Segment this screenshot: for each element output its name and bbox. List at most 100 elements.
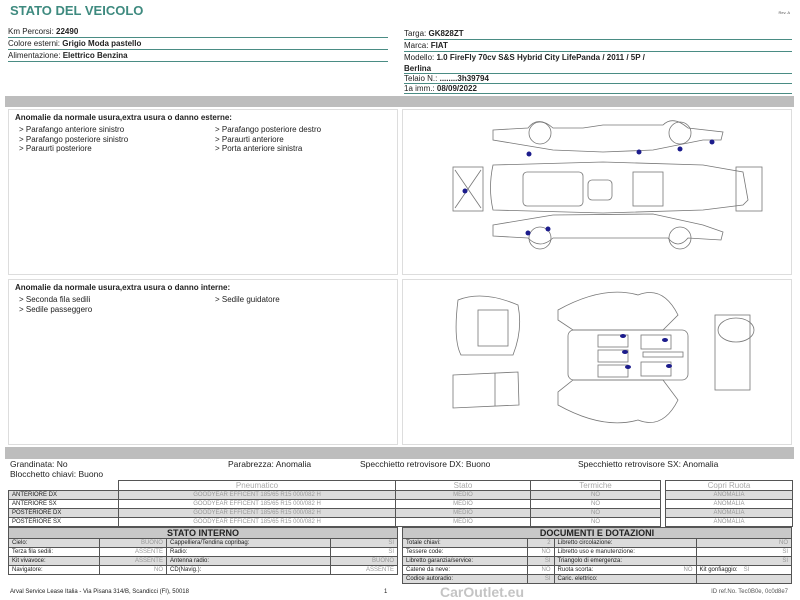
copri-ruota-value: ANOMALIA [665, 499, 793, 509]
item-label: Antenna radio: [165, 556, 332, 566]
info-modello: Modello: 1.0 FireFly 70cv S&S Hybrid Cit… [404, 52, 792, 64]
item-value: BUONO [330, 556, 398, 566]
documenti-row: Tessere code: NO Libretto uso e manutenzio… [402, 547, 793, 557]
label: Cappelliera/Tendina copribag: [169, 539, 250, 546]
tire-termiche: NO [530, 490, 661, 500]
damage-item: > Sedile passeggero [19, 304, 93, 314]
value: Grigio Moda pastello [62, 39, 142, 48]
tire-model: GOODYEAR EFFICENT 185/65 R15 000/082 H [118, 490, 396, 500]
header-termiche: Termiche [530, 480, 661, 491]
item-label: CD(Navig.): [165, 565, 332, 575]
copri-ruota-table: Copri Ruota ANOMALIA ANOMALIA ANOMALIA ANOM… [665, 480, 793, 527]
item-label: Totale chiavi: [402, 538, 528, 548]
header-stato: Stato [395, 480, 531, 491]
car-exterior-diagram [452, 120, 763, 250]
item-label: Caric. elettrico: [553, 574, 697, 584]
tire-termiche: NO [530, 508, 661, 518]
value: GK828ZT [428, 29, 464, 38]
label: Triangolo di emergenza: [557, 557, 623, 564]
documenti-row: Codice autoradio: SI Caric. elettrico: [402, 574, 793, 584]
item-label: Terza fila sedili: [7, 547, 101, 557]
documenti-title: DOCUMENTI E DOTAZIONI [402, 527, 792, 539]
tire-position: ANTERIORE SX [8, 499, 119, 509]
label: Ruota scorta: [557, 566, 594, 573]
specchietto-dx: Specchietto retrovisore DX: Buono [360, 459, 491, 469]
label: Antenna radio: [169, 557, 210, 564]
documenti-table: DOCUMENTI E DOTAZIONI Totale chiavi: 2 Lib… [402, 527, 793, 584]
item-value: 2 [526, 538, 555, 548]
label: Marca: [404, 41, 429, 50]
item-label: Navigatore: [7, 565, 101, 575]
revision: Rev. A [778, 10, 791, 15]
damage-markers [462, 139, 715, 236]
item-value: SI [526, 574, 555, 584]
interno-row: Cielo: BUONO Cappelliera/Tendina copribag:… [7, 538, 398, 548]
section-divider [5, 447, 794, 459]
item-value: BUONO [99, 538, 167, 548]
tire-stato: MEDIO [395, 517, 531, 527]
item-label: Libretto garanzia/service: [402, 556, 528, 566]
status-left: Grandinata: No Blocchetto chiavi: Buono [10, 459, 103, 479]
item-label: Kit vivavoce: [7, 556, 101, 566]
info-targa: Targa: GK828ZT [404, 28, 792, 40]
label: CD(Navig.): [169, 566, 202, 573]
label: Radio: [169, 548, 188, 555]
tire-position: ANTERIORE DX [8, 490, 119, 500]
item-value: SI [695, 547, 793, 557]
interior-damage-list: > Seconda fila sedili > Sedile guidatore … [19, 295, 397, 314]
watermark: CarOutlet.eu [440, 584, 525, 600]
damage-item: > Sedile guidatore [215, 295, 280, 304]
value: FIAT [430, 41, 448, 50]
info-alimentazione: Alimentazione: Elettrico Benzina [8, 50, 388, 62]
damage-item: > Parafango anteriore sinistro [19, 125, 125, 134]
label: Telaio N.: [404, 74, 438, 83]
interior-title: Anomalie da normale usura,extra usura o … [15, 283, 231, 292]
copri-row: ANOMALIA [665, 517, 793, 527]
interno-row: Navigatore: NO CD(Navig.): ASSENTE [7, 565, 398, 575]
item-value: SI [330, 547, 398, 557]
copri-row: ANOMALIA [665, 499, 793, 509]
documenti-row: Libretto garanzia/service: SI Triangolo di… [402, 556, 793, 566]
documenti-row: Totale chiavi: 2 Libretto circolazione: NO [402, 538, 793, 548]
tire-position: POSTERIORE DX [8, 508, 119, 518]
grandinata: Grandinata: No [10, 459, 68, 469]
page-title: STATO DEL VEICOLO [10, 3, 144, 18]
item-label: Triangolo di emergenza: [553, 556, 697, 566]
label: Alimentazione: [8, 51, 61, 60]
damage-markers [620, 334, 672, 369]
info-telaio: Telaio N.: ........3h39794 [404, 74, 792, 84]
value: ........3h39794 [439, 74, 489, 83]
header-pneumatico: Pneumatico [118, 480, 396, 491]
tire-stato: MEDIO [395, 490, 531, 500]
tire-termiche: NO [530, 517, 661, 527]
item-label: Libretto uso e manutenzione: [553, 547, 697, 557]
label: Km Percorsi: [8, 27, 54, 36]
label: 1a imm.: [404, 84, 435, 93]
tire-termiche: NO [530, 499, 661, 509]
stato-interno-title: STATO INTERNO [8, 527, 398, 539]
header-copri-ruota: Copri Ruota [665, 480, 793, 491]
item-value: NO [695, 538, 793, 548]
item-label: Libretto circolazione: [553, 538, 697, 548]
tire-model: GOODYEAR EFFICENT 185/65 R15 000/082 H [118, 508, 396, 518]
documenti-row: Catene da neve: NO Ruota scorta: NO Kit gonf… [402, 565, 793, 575]
item-value: ASSENTE [330, 565, 398, 575]
item-value: NO [526, 565, 555, 575]
item-value: NO [526, 547, 555, 557]
parabrezza: Parabrezza: Anomalia [228, 459, 312, 469]
kit-gonfiaggio: Kit gonfiaggio: SI [695, 565, 793, 575]
copri-row: ANOMALIA [665, 508, 793, 518]
info-marca: Marca: FIAT [404, 40, 792, 52]
label: Caric. elettrico: [557, 575, 598, 582]
copri-ruota-value: ANOMALIA [665, 517, 793, 527]
item-label: Radio: [165, 547, 332, 557]
item-label: Cielo: [7, 538, 101, 548]
value: 1.0 FireFly 70cv S&S Hybrid City LifePan… [436, 53, 645, 62]
page-number: 1 [384, 589, 388, 595]
item-label: Catene da neve: [402, 565, 528, 575]
tires-table: Pneumatico Stato Termiche ANTERIORE DX GOOD… [8, 480, 661, 527]
value: 22490 [56, 27, 79, 36]
tire-row: POSTERIORE DX GOODYEAR EFFICENT 185/65 R1… [8, 508, 661, 518]
label: Libretto circolazione: [557, 539, 613, 546]
item-value: SI [526, 556, 555, 566]
